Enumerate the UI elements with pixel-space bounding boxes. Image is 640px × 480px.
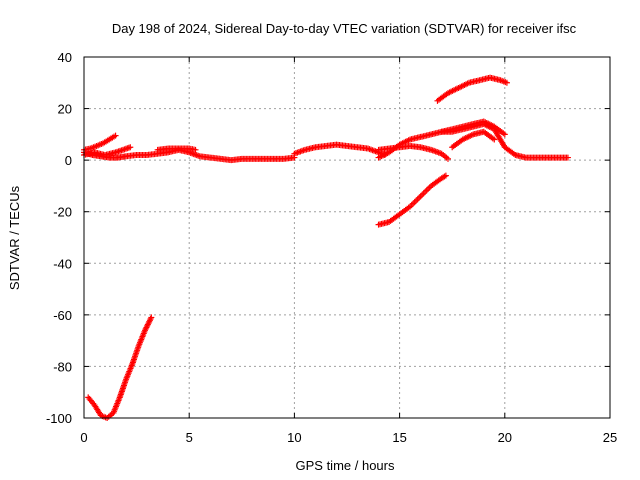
axis-ticks: 0 5 10 15 20 25 -100 -80 -60 -40 -20 0 20 40: [46, 50, 617, 445]
chart-title: Day 198 of 2024, Sidereal Day-to-day VTE…: [112, 21, 577, 36]
series-track-e: [154, 145, 199, 153]
data-point: [491, 136, 498, 143]
series-track-g: [375, 121, 571, 161]
data-point: [127, 144, 134, 151]
y-tick-label: 0: [65, 153, 72, 168]
y-axis-label: SDTVAR / TECUs: [7, 185, 22, 290]
y-tick-label: -20: [53, 205, 72, 220]
data-point: [112, 132, 119, 139]
series-track-h: [375, 142, 451, 162]
x-tick-label: 0: [80, 430, 87, 445]
data-point: [503, 79, 510, 86]
data-point: [444, 155, 451, 162]
data-point: [564, 154, 571, 161]
x-tick-label: 25: [603, 430, 617, 445]
x-tick-label: 10: [287, 430, 301, 445]
y-tick-label: 20: [58, 102, 72, 117]
data-point: [192, 146, 199, 153]
series-track-k: [438, 118, 508, 138]
data-point: [501, 131, 508, 138]
series-track-j: [434, 74, 510, 104]
y-tick-label: -60: [53, 308, 72, 323]
series-track-d: [85, 314, 155, 421]
y-tick-label: -100: [46, 411, 72, 426]
grid-lines: [84, 57, 610, 418]
series-track-b: [81, 132, 119, 153]
series-track-l: [449, 128, 498, 151]
y-tick-label: -80: [53, 359, 72, 374]
x-tick-label: 15: [392, 430, 406, 445]
x-axis-label: GPS time / hours: [296, 458, 395, 473]
y-tick-label: 40: [58, 50, 72, 65]
y-tick-label: -40: [53, 256, 72, 271]
data-point: [148, 314, 155, 321]
data-point: [442, 172, 449, 179]
plot-frame: [83, 56, 611, 419]
data-points: [81, 74, 571, 421]
series-track-i: [375, 172, 449, 228]
x-tick-label: 5: [186, 430, 193, 445]
x-tick-label: 20: [498, 430, 512, 445]
